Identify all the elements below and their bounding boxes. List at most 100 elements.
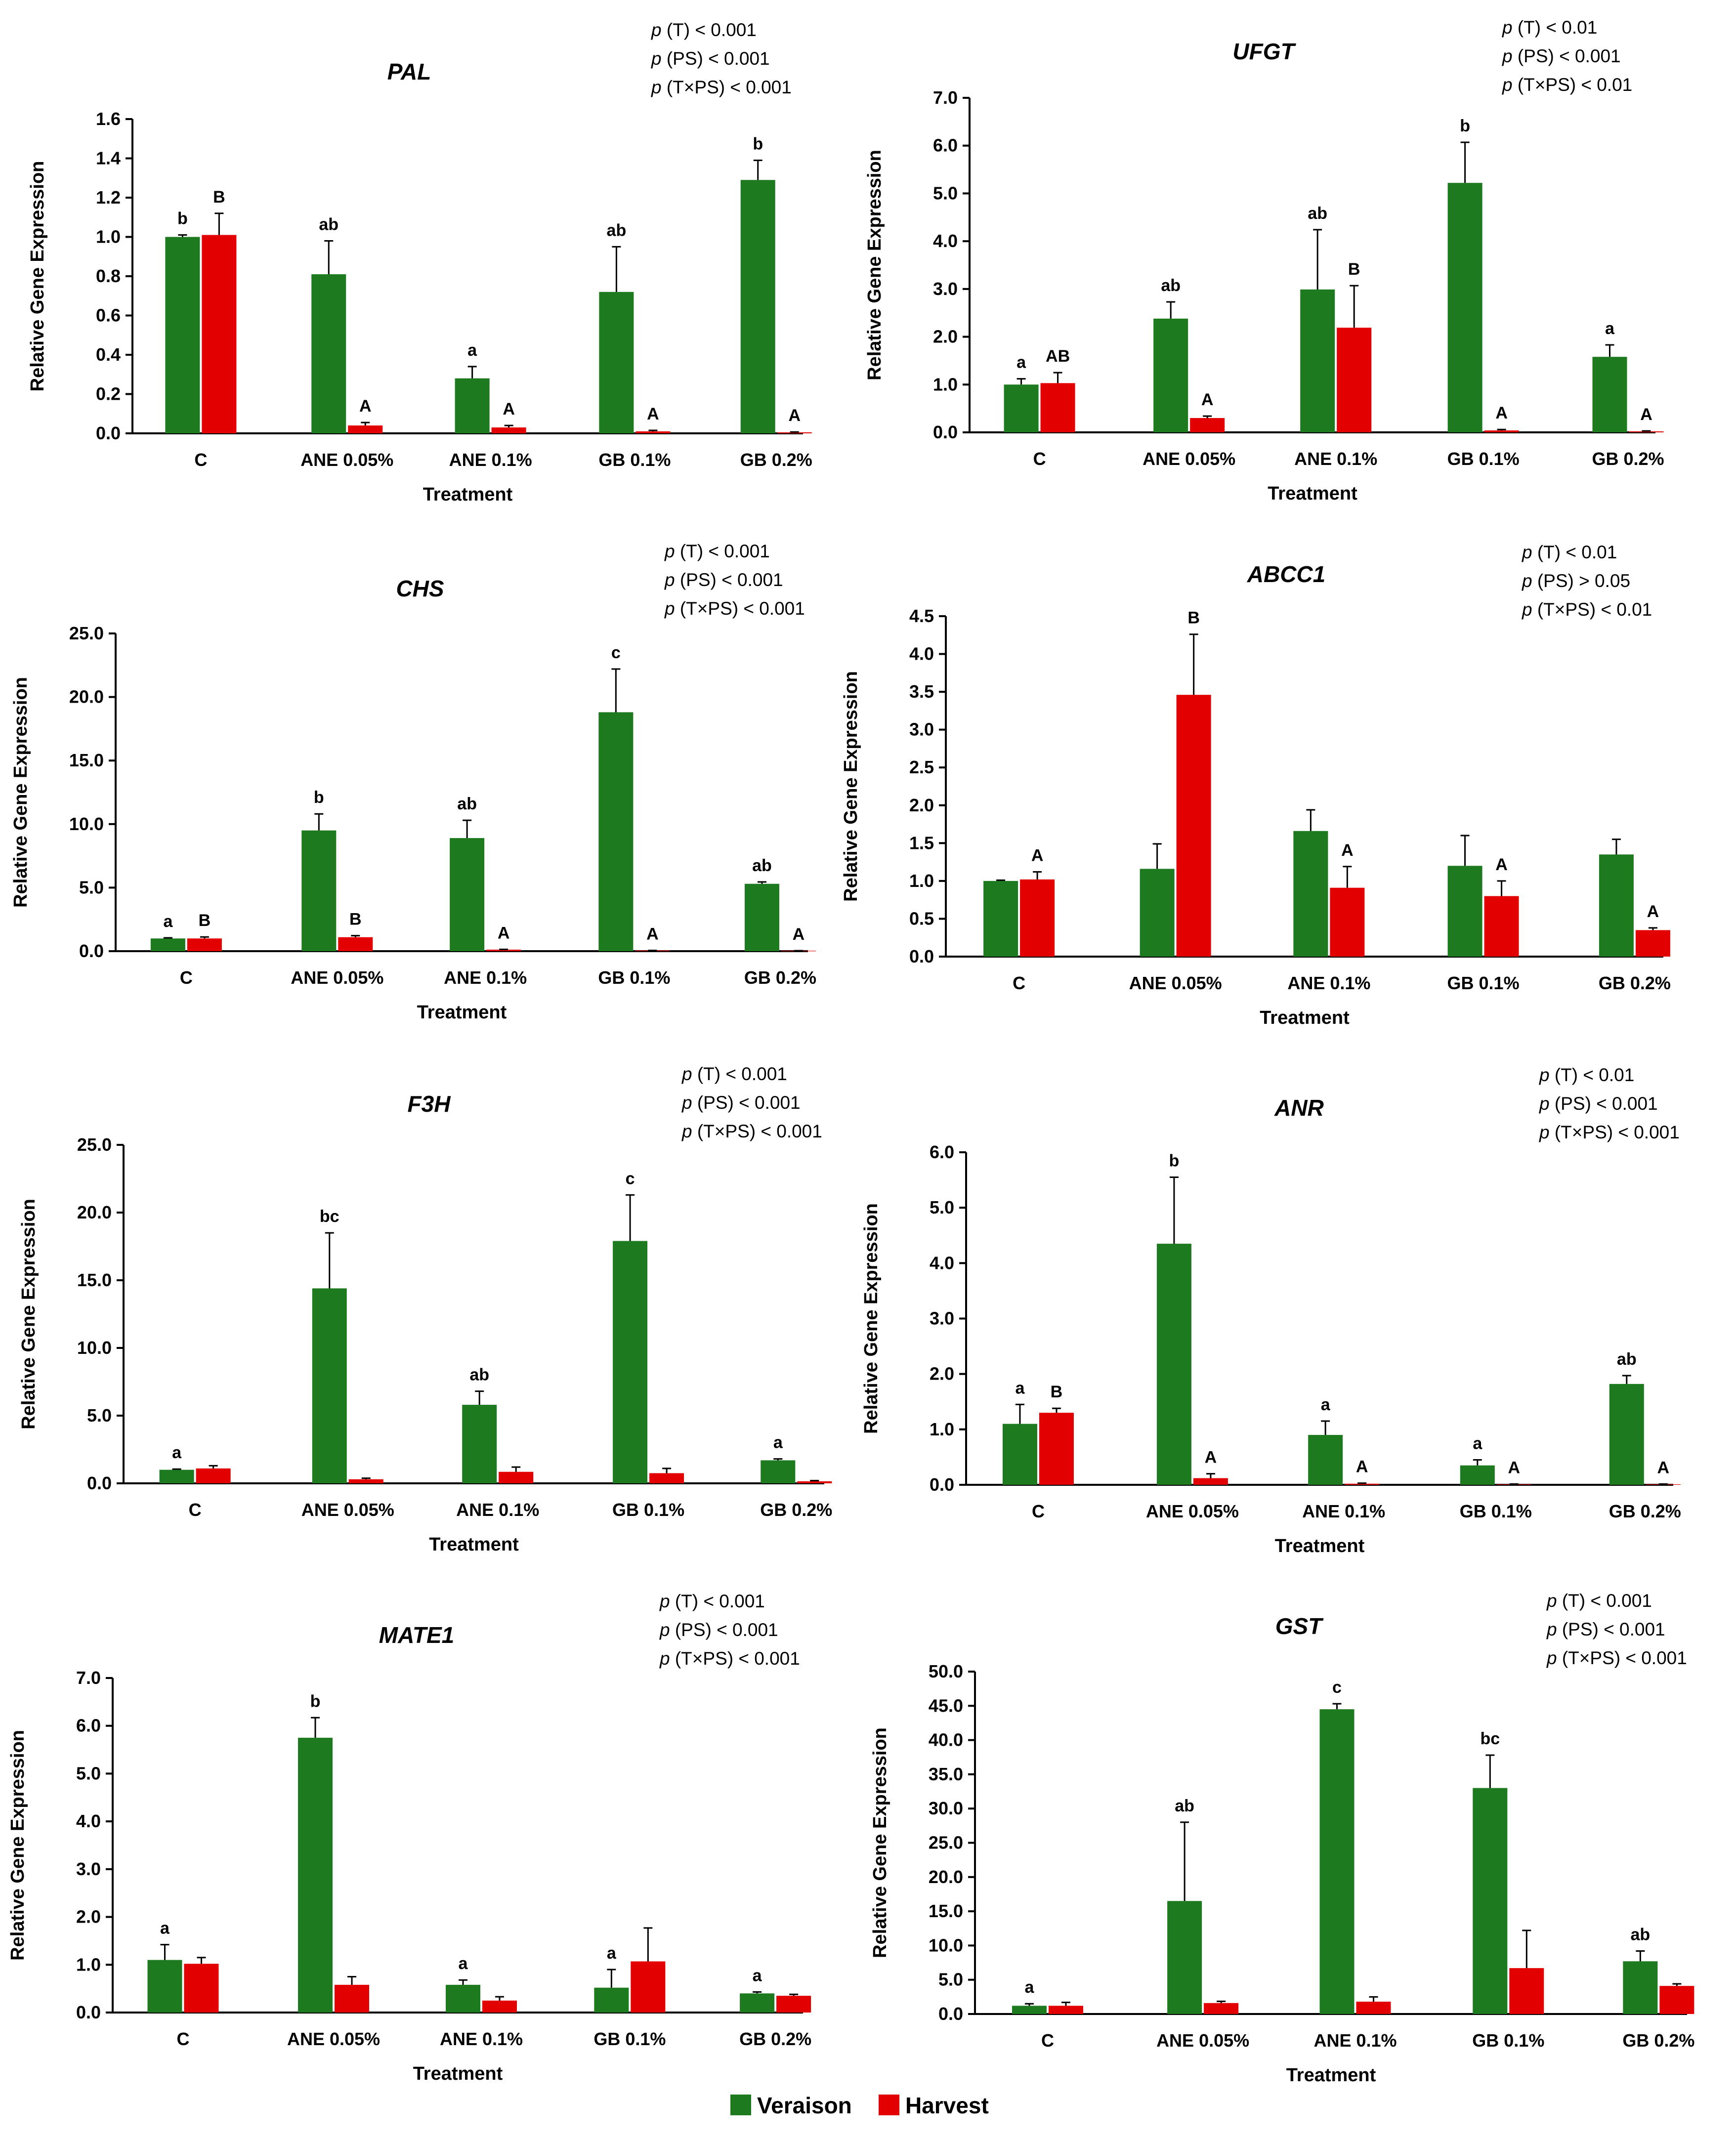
bar-veraison — [1623, 1961, 1658, 2014]
x-axis-label: Treatment — [423, 484, 513, 505]
stat-text: (T) < 0.001 — [1557, 1591, 1652, 1611]
stat-text: (T×PS) < 0.001 — [692, 1121, 822, 1141]
y-axis-label: Relative Gene Expression — [27, 161, 48, 392]
y-tick-label: 1.5 — [909, 833, 934, 853]
y-tick-label: 15.0 — [69, 750, 104, 770]
stat-line: p (T) < 0.001 — [659, 1591, 765, 1611]
stat-p-symbol: p — [664, 598, 675, 619]
stat-text: (T×PS) < 0.01 — [1513, 75, 1633, 95]
bar-veraison — [1460, 1465, 1495, 1485]
x-category-label: GB 0.1% — [1460, 1501, 1532, 1521]
x-category-label: ANE 0.1% — [449, 450, 532, 470]
y-tick-label: 20.0 — [77, 1202, 112, 1222]
significance-letter: a — [172, 1443, 182, 1462]
y-tick-label: 0.4 — [96, 344, 121, 365]
x-category-label: ANE 0.05% — [1156, 2030, 1249, 2051]
y-tick-label: 20.0 — [929, 1867, 963, 1887]
significance-letter: ab — [469, 1366, 489, 1385]
x-category-label: ANE 0.05% — [287, 2029, 380, 2049]
x-category-label: ANE 0.1% — [1294, 449, 1377, 469]
bar-veraison — [740, 180, 775, 434]
significance-letter: a — [1016, 1379, 1025, 1397]
y-tick-label: 3.0 — [930, 1308, 954, 1329]
significance-letter: A — [498, 923, 510, 942]
significance-letter: A — [1508, 1458, 1521, 1477]
y-tick-label: 6.0 — [930, 1142, 954, 1162]
significance-letter: c — [611, 643, 621, 662]
stat-line: p (T) < 0.001 — [651, 20, 757, 40]
significance-letter: A — [647, 405, 659, 423]
x-category-label: ANE 0.1% — [440, 2029, 523, 2049]
bar-harvest — [1356, 2002, 1391, 2014]
stat-p-symbol: p — [651, 48, 662, 69]
x-category-label: ANE 0.05% — [1143, 449, 1235, 469]
significance-letter: a — [1025, 1978, 1035, 1997]
y-axis-label: Relative Gene Expression — [864, 150, 885, 380]
bar-harvest — [1020, 879, 1055, 957]
bar-veraison — [1156, 1244, 1191, 1485]
stat-line: p (PS) < 0.001 — [1546, 1619, 1665, 1639]
stat-line: p (T×PS) < 0.01 — [1502, 75, 1632, 95]
y-tick-label: 4.5 — [909, 606, 934, 626]
significance-letter: A — [1031, 846, 1044, 865]
y-tick-label: 5.0 — [76, 1763, 101, 1783]
legend-label-harvest: Harvest — [905, 2093, 989, 2118]
y-tick-label: 10.0 — [929, 1935, 963, 1955]
bar-veraison — [455, 378, 490, 433]
x-category-label: GB 0.1% — [598, 450, 671, 470]
bar-veraison — [312, 1288, 347, 1483]
stat-p-symbol: p — [1546, 1619, 1557, 1639]
x-axis-label: Treatment — [1275, 1536, 1365, 1556]
bar-harvest — [482, 2000, 517, 2013]
bar-harvest — [338, 937, 373, 951]
significance-letter: A — [359, 397, 372, 416]
stat-line: p (PS) < 0.001 — [681, 1092, 801, 1113]
bar-harvest — [335, 1984, 370, 2013]
bar-veraison — [1153, 318, 1188, 432]
bar-veraison — [445, 1984, 480, 2013]
legend-swatch-harvest — [879, 2095, 899, 2115]
bar-veraison — [165, 237, 200, 433]
significance-letter: ab — [1308, 204, 1327, 223]
bar-veraison — [740, 1993, 775, 2013]
significance-letter: A — [1495, 855, 1508, 874]
y-tick-label: 50.0 — [929, 1661, 963, 1681]
x-category-label: GB 0.2% — [1592, 449, 1664, 469]
chart-title: GST — [1275, 1613, 1324, 1639]
stat-line: p (PS) > 0.05 — [1522, 571, 1630, 591]
y-axis-label: Relative Gene Expression — [841, 671, 861, 902]
y-tick-label: 0.0 — [938, 2004, 963, 2024]
bar-veraison — [1300, 289, 1335, 432]
stat-p-symbol: p — [681, 1064, 692, 1084]
bar-harvest — [1330, 887, 1365, 957]
bar-harvest — [1048, 2006, 1083, 2014]
bar-harvest — [1190, 418, 1225, 432]
significance-letter: A — [788, 406, 801, 425]
y-tick-label: 1.4 — [96, 148, 121, 168]
y-tick-label: 0.2 — [96, 384, 121, 404]
significance-letter: ab — [1631, 1925, 1651, 1944]
y-tick-label: 5.0 — [933, 183, 958, 203]
x-category-label: GB 0.2% — [760, 1500, 832, 1520]
y-tick-label: 1.0 — [96, 227, 121, 247]
bar-veraison — [1473, 1788, 1508, 2014]
significance-letter: AB — [1046, 347, 1070, 366]
stat-text: (PS) < 0.001 — [675, 570, 783, 590]
chart-title: CHS — [396, 576, 444, 601]
stat-line: p (T) < 0.01 — [1539, 1065, 1634, 1085]
x-category-label: GB 0.1% — [593, 2029, 666, 2049]
stat-text: (T×PS) < 0.001 — [670, 1648, 800, 1669]
stat-p-symbol: p — [1539, 1122, 1550, 1142]
stat-text: (T) < 0.01 — [1532, 542, 1617, 562]
bar-veraison — [761, 1460, 796, 1483]
y-tick-label: 2.0 — [930, 1364, 954, 1384]
x-category-label: GB 0.2% — [1622, 2030, 1694, 2051]
x-axis-label: Treatment — [429, 1534, 519, 1555]
bar-veraison — [1004, 384, 1039, 432]
x-category-label: GB 0.1% — [1447, 973, 1520, 993]
bar-veraison — [1447, 866, 1482, 957]
stat-p-symbol: p — [664, 541, 675, 561]
